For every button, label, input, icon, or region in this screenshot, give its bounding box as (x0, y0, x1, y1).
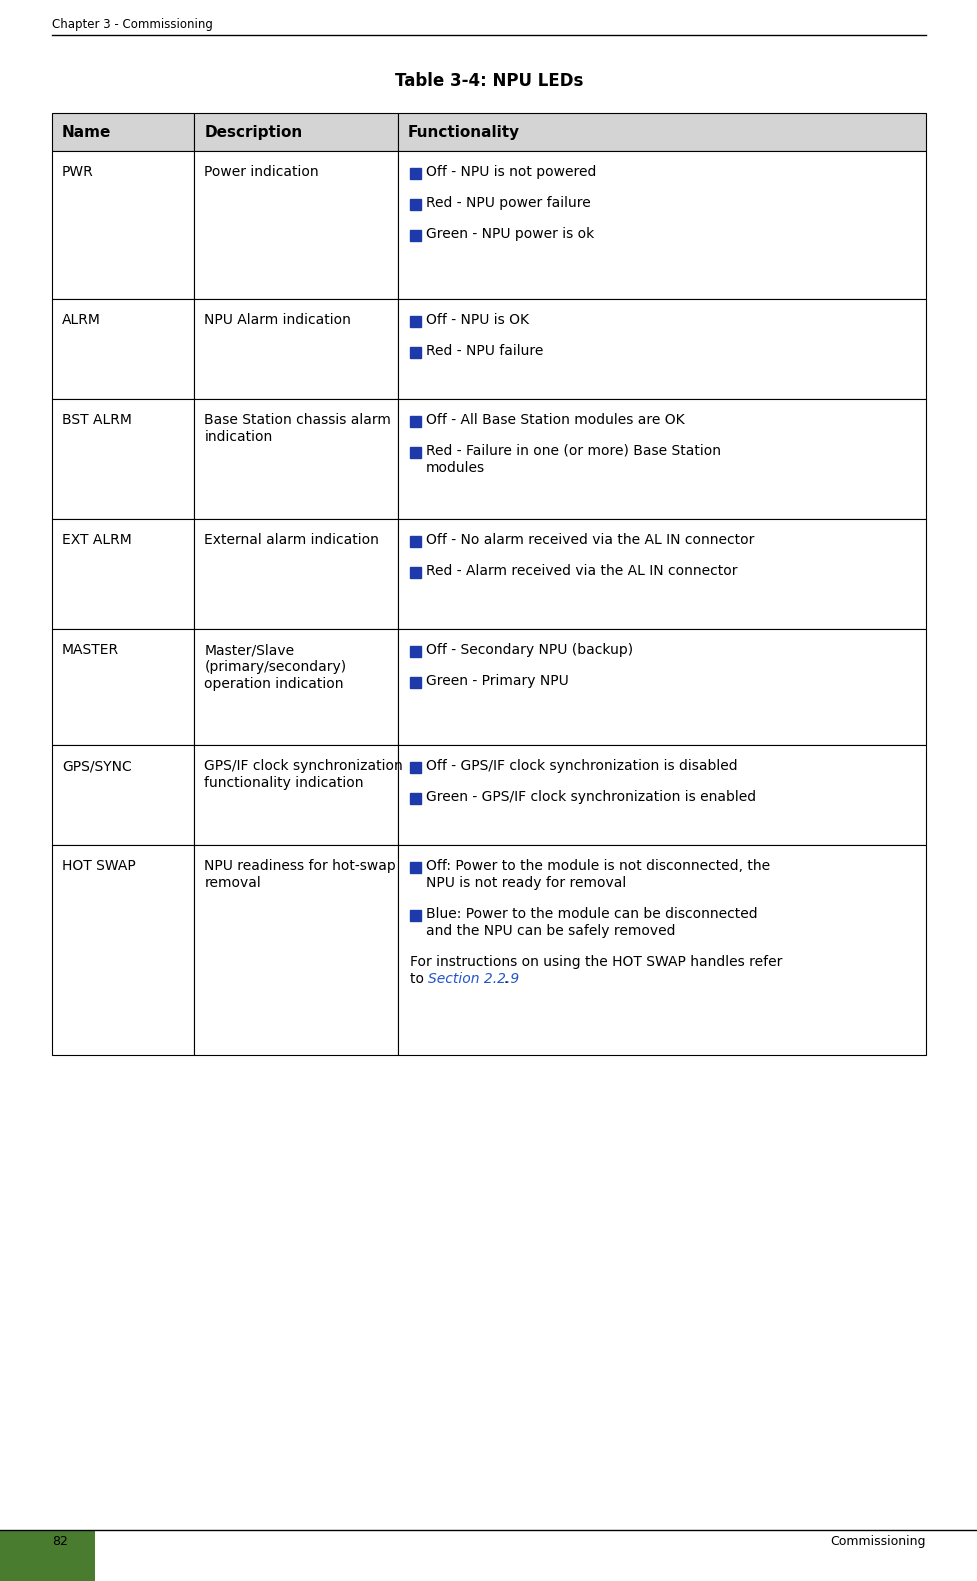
Bar (194, 152, 398, 299)
Bar (52, 519, 194, 629)
Bar (194, 629, 398, 745)
Text: removal: removal (204, 876, 261, 890)
Text: External alarm indication: External alarm indication (204, 533, 379, 547)
Bar (409, 447, 421, 458)
Bar (398, 629, 925, 745)
Bar (409, 229, 421, 240)
Bar (409, 568, 421, 579)
Bar (409, 416, 421, 427)
Text: GPS/IF clock synchronization: GPS/IF clock synchronization (204, 759, 403, 773)
Bar (409, 346, 421, 357)
Text: Off - No alarm received via the AL IN connector: Off - No alarm received via the AL IN co… (426, 533, 753, 547)
Text: Name: Name (62, 125, 111, 141)
Text: to: to (409, 972, 428, 987)
Text: Master/Slave: Master/Slave (204, 643, 294, 658)
Bar (398, 398, 925, 519)
Text: HOT SWAP: HOT SWAP (62, 858, 136, 873)
Text: Off - NPU is not powered: Off - NPU is not powered (426, 164, 596, 179)
Text: functionality indication: functionality indication (204, 776, 363, 790)
Bar (398, 152, 925, 299)
Bar (409, 911, 421, 922)
Text: indication: indication (204, 430, 273, 444)
Bar (409, 762, 421, 773)
Text: MASTER: MASTER (62, 643, 119, 658)
Bar (0, 1530, 95, 1581)
Text: Power indication: Power indication (204, 164, 319, 179)
Text: BST ALRM: BST ALRM (62, 413, 132, 427)
Text: Section 2.2.9: Section 2.2.9 (427, 972, 519, 987)
Bar (52, 398, 194, 519)
Bar (194, 299, 398, 398)
Bar (409, 316, 421, 327)
Text: Green - GPS/IF clock synchronization is enabled: Green - GPS/IF clock synchronization is … (426, 790, 755, 805)
Bar (398, 519, 925, 629)
Text: NPU is not ready for removal: NPU is not ready for removal (426, 876, 625, 890)
Text: (primary/secondary): (primary/secondary) (204, 659, 346, 674)
Bar (409, 862, 421, 873)
Bar (194, 398, 398, 519)
Text: Chapter 3 - Commissioning: Chapter 3 - Commissioning (52, 17, 213, 32)
Bar (398, 112, 925, 152)
Text: Base Station chassis alarm: Base Station chassis alarm (204, 413, 391, 427)
Bar (409, 794, 421, 805)
Bar (52, 629, 194, 745)
Text: Red - Failure in one (or more) Base Station: Red - Failure in one (or more) Base Stat… (426, 444, 720, 458)
Text: GPS/SYNC: GPS/SYNC (62, 759, 132, 773)
Bar (194, 745, 398, 844)
Bar (52, 299, 194, 398)
Text: and the NPU can be safely removed: and the NPU can be safely removed (426, 923, 675, 938)
Text: Commissioning: Commissioning (829, 1535, 925, 1548)
Bar (194, 844, 398, 1055)
Bar (409, 199, 421, 210)
Text: Description: Description (204, 125, 303, 141)
Bar (398, 745, 925, 844)
Text: Red - NPU failure: Red - NPU failure (426, 345, 543, 357)
Bar (409, 677, 421, 688)
Text: Off: Power to the module is not disconnected, the: Off: Power to the module is not disconne… (426, 858, 770, 873)
Text: .: . (503, 972, 508, 987)
Text: Green - NPU power is ok: Green - NPU power is ok (426, 228, 594, 240)
Text: Red - NPU power failure: Red - NPU power failure (426, 196, 590, 210)
Text: Red - Alarm received via the AL IN connector: Red - Alarm received via the AL IN conne… (426, 564, 737, 579)
Bar (409, 647, 421, 658)
Bar (409, 536, 421, 547)
Text: Off - GPS/IF clock synchronization is disabled: Off - GPS/IF clock synchronization is di… (426, 759, 737, 773)
Bar (194, 519, 398, 629)
Text: NPU readiness for hot-swap: NPU readiness for hot-swap (204, 858, 396, 873)
Text: PWR: PWR (62, 164, 94, 179)
Text: Blue: Power to the module can be disconnected: Blue: Power to the module can be disconn… (426, 907, 757, 922)
Text: modules: modules (426, 462, 485, 474)
Bar (52, 844, 194, 1055)
Text: Off - NPU is OK: Off - NPU is OK (426, 313, 529, 327)
Bar (52, 112, 194, 152)
Bar (398, 299, 925, 398)
Text: Table 3-4: NPU LEDs: Table 3-4: NPU LEDs (395, 73, 582, 90)
Bar (194, 112, 398, 152)
Bar (409, 168, 421, 179)
Text: Functionality: Functionality (407, 125, 520, 141)
Text: NPU Alarm indication: NPU Alarm indication (204, 313, 351, 327)
Text: operation indication: operation indication (204, 677, 344, 691)
Text: Green - Primary NPU: Green - Primary NPU (426, 674, 569, 688)
Text: ALRM: ALRM (62, 313, 101, 327)
Text: EXT ALRM: EXT ALRM (62, 533, 132, 547)
Bar (398, 844, 925, 1055)
Bar (52, 745, 194, 844)
Text: Off - All Base Station modules are OK: Off - All Base Station modules are OK (426, 413, 684, 427)
Bar (52, 152, 194, 299)
Text: For instructions on using the HOT SWAP handles refer: For instructions on using the HOT SWAP h… (409, 955, 782, 969)
Text: 82: 82 (52, 1535, 67, 1548)
Text: Off - Secondary NPU (backup): Off - Secondary NPU (backup) (426, 643, 632, 658)
